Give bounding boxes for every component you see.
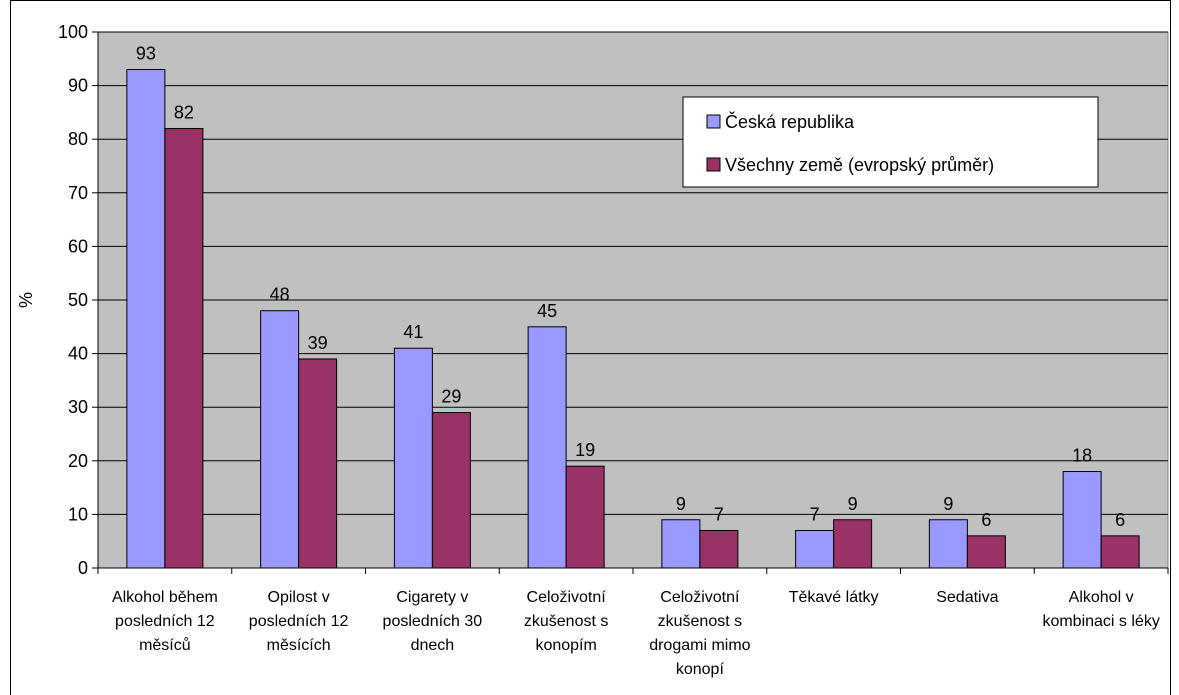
bar <box>393 347 433 569</box>
bar <box>833 519 873 569</box>
y-tick-label: 70 <box>68 183 88 203</box>
bar <box>431 412 471 569</box>
legend-marker <box>706 114 721 129</box>
bar <box>795 529 835 569</box>
y-tick-label: 0 <box>78 558 88 578</box>
value-label: 93 <box>136 44 156 64</box>
y-tick-label: 20 <box>68 451 88 471</box>
y-tick-label: 90 <box>68 76 88 96</box>
bar <box>1062 471 1102 569</box>
value-label: 7 <box>810 504 820 524</box>
value-label: 41 <box>403 322 423 342</box>
legend-label: Všechny země (evropský průměr) <box>725 155 994 175</box>
value-label: 9 <box>848 494 858 514</box>
bar <box>1100 535 1140 569</box>
value-label: 9 <box>676 494 686 514</box>
x-tick-label: Cigarety v posledních 30 dnech <box>382 589 483 654</box>
y-tick-label: 50 <box>68 290 88 310</box>
y-tick-label: 80 <box>68 129 88 149</box>
value-label: 9 <box>943 494 953 514</box>
y-tick-label: 100 <box>58 22 88 42</box>
x-tick-label: Opilost v posledních 12 měsících <box>248 589 349 654</box>
value-label: 82 <box>174 102 194 122</box>
bar <box>527 326 567 569</box>
value-label: 39 <box>308 333 328 353</box>
bar <box>699 529 739 569</box>
value-label: 6 <box>1115 510 1125 530</box>
bar <box>126 69 166 569</box>
bar <box>565 465 605 569</box>
x-tick-label: Těkavé látky <box>788 589 879 606</box>
bar <box>260 310 300 569</box>
legend-label: Česká republika <box>725 111 855 132</box>
bar <box>661 519 701 569</box>
value-label: 6 <box>981 510 991 530</box>
value-label: 7 <box>714 504 724 524</box>
y-tick-label: 30 <box>68 397 88 417</box>
bar <box>298 358 338 569</box>
x-tick-label: Alkohol během posledních 12 měsíců <box>111 589 218 654</box>
y-axis-label: % <box>16 292 36 308</box>
legend-box <box>682 96 1099 188</box>
x-tick-label: Sedativa <box>936 589 999 606</box>
y-tick-label: 60 <box>68 236 88 256</box>
chart-border <box>10 0 1171 695</box>
x-tick-label: Celoživotní zkušenost s drogami mimo kon… <box>649 589 751 678</box>
value-label: 48 <box>270 285 290 305</box>
bar <box>164 127 204 569</box>
y-tick-label: 40 <box>68 344 88 364</box>
value-label: 29 <box>441 387 461 407</box>
value-label: 18 <box>1072 446 1092 466</box>
bar <box>928 519 968 569</box>
y-tick-label: 10 <box>68 504 88 524</box>
legend-marker <box>706 157 721 172</box>
bar <box>966 535 1006 569</box>
x-tick-label: Alkohol v kombinaci s léky <box>1042 589 1160 630</box>
x-tick-label: Celoživotní zkušenost s konopím <box>523 589 609 654</box>
value-label: 19 <box>575 440 595 460</box>
value-label: 45 <box>537 301 557 321</box>
